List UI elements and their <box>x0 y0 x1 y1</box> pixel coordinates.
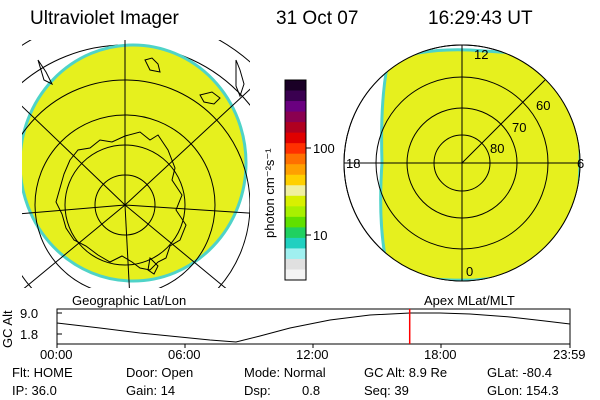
altitude-xtick-0600: 06:00 <box>168 347 201 362</box>
colorbar-swatch <box>285 164 306 176</box>
mlat-label-60: 60 <box>536 98 551 113</box>
colorbar-swatch <box>285 216 306 228</box>
operating-mode: Mode: Normal <box>244 365 326 380</box>
mlt-label-0: 0 <box>466 264 474 279</box>
colorbar-swatch <box>285 132 306 144</box>
altitude-xtick-0000: 00:00 <box>40 347 73 362</box>
colorbar-swatch <box>285 227 306 239</box>
colorbar-swatch <box>285 248 306 260</box>
coastline <box>55 131 187 271</box>
geographic-longitude: GLon: 154.3 <box>487 383 559 398</box>
time-label: 16:29:43 UT <box>428 8 533 29</box>
door-status: Door: Open <box>126 365 194 380</box>
colorbar-tick-10: 10 <box>313 228 328 243</box>
altitude-ytick-low: 1.8 <box>20 327 39 342</box>
left-image-disk <box>22 43 248 283</box>
dsp-value: 0.8 <box>302 383 321 398</box>
colorbar-swatch <box>285 237 306 249</box>
colorbar-swatch <box>285 90 306 102</box>
colorbar <box>284 79 311 281</box>
altitude-xtick-2359: 23:59 <box>553 347 586 362</box>
colorbar-swatch <box>285 80 306 92</box>
geographic-map <box>22 40 250 288</box>
colorbar-swatch <box>285 195 306 207</box>
gain-value: Gain: 14 <box>126 383 176 398</box>
colorbar-swatch <box>285 174 306 186</box>
mlt-label-18: 18 <box>346 156 361 171</box>
colorbar-swatch <box>285 122 306 134</box>
colorbar-swatch <box>285 185 306 197</box>
mlt-label-6: 6 <box>577 156 585 171</box>
gc-altitude: GC Alt: 8.9 Re <box>364 365 448 380</box>
flight-mode: Flt: HOME <box>12 365 73 380</box>
colorbar-tick-100: 100 <box>313 141 335 156</box>
altitude-ylabel: GC Alt <box>0 310 15 348</box>
left-map-caption: Geographic Lat/Lon <box>72 293 187 308</box>
dsp-label: Dsp: <box>244 383 271 398</box>
colorbar-swatch <box>285 111 306 123</box>
right-map-caption: Apex MLat/MLT <box>424 293 515 308</box>
altitude-plot <box>56 308 571 348</box>
altitude-xtick-1200: 12:00 <box>296 347 329 362</box>
colorbar-swatch <box>285 206 306 218</box>
mlt-label-12: 12 <box>474 47 489 62</box>
altitude-curve <box>56 312 571 343</box>
date-label: 31 Oct 07 <box>276 8 359 29</box>
ip-value: IP: 36.0 <box>12 383 57 398</box>
altitude-xtick-1800: 18:00 <box>424 347 457 362</box>
colorbar-unit-label: photon cm⁻²s⁻¹ <box>262 148 277 238</box>
altitude-ytick-high: 9.0 <box>20 306 39 321</box>
geographic-latitude: GLat: -80.4 <box>487 365 553 380</box>
colorbar-swatch <box>285 143 306 155</box>
sequence-number: Seq: 39 <box>364 383 409 398</box>
mlat-label-70: 70 <box>512 120 527 135</box>
colorbar-swatch <box>285 153 306 165</box>
magnetic-map <box>343 44 581 282</box>
colorbar-swatch <box>285 101 306 113</box>
instrument-title: Ultraviolet Imager <box>30 8 179 29</box>
colorbar-swatch <box>285 258 306 270</box>
colorbar-swatch <box>285 269 306 281</box>
mlat-label-80: 80 <box>490 141 505 156</box>
